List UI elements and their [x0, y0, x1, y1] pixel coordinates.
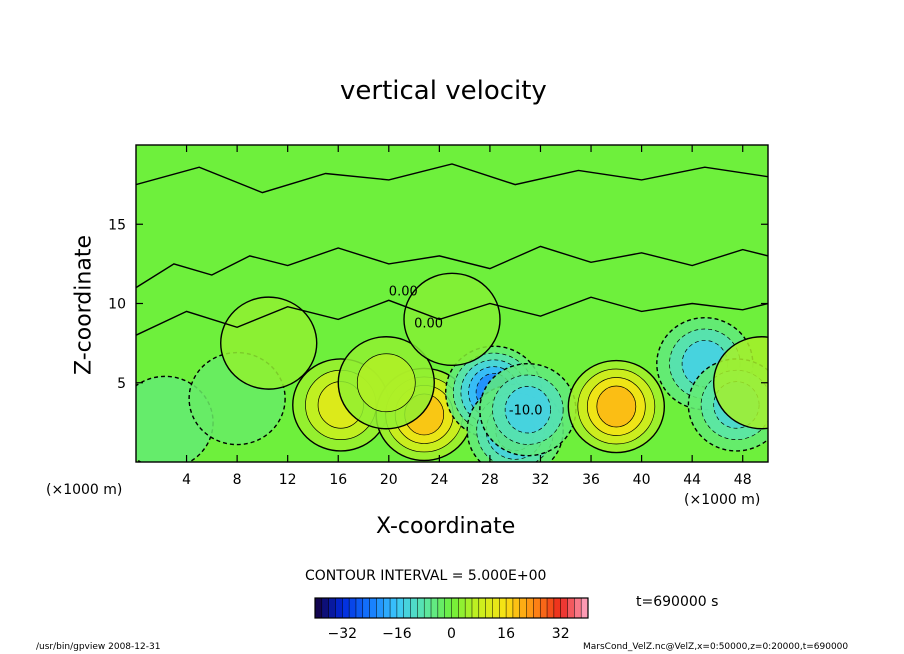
colorbar-cell — [355, 598, 364, 618]
contour-cell-7 — [504, 386, 551, 434]
contour-cell-13 — [403, 272, 501, 367]
y-tick-label: 10 — [108, 297, 126, 313]
colorbar-cell — [390, 598, 398, 618]
colorbar-cell — [581, 598, 589, 618]
zero-contour-1 — [136, 296, 768, 336]
colorbar-cell — [471, 598, 480, 618]
colorbar-cell — [349, 598, 357, 618]
colorbar-cell — [506, 598, 514, 618]
y-tick-label: 5 — [117, 376, 126, 392]
colorbar-cell — [410, 598, 418, 618]
x-tick-label: 32 — [532, 472, 550, 488]
contour-cell-4 — [356, 353, 416, 413]
contour-label-0: 0.00 — [389, 285, 418, 300]
footer-right: MarsCond_VelZ.nc@VelZ,x=0:50000,z=0:2000… — [583, 642, 849, 652]
colorbar-cell — [342, 598, 350, 618]
colorbar-cell — [335, 598, 343, 618]
colorbar-cell — [499, 598, 507, 618]
colorbar-tick-label: 16 — [497, 626, 515, 642]
x-tick-label: 4 — [182, 472, 191, 488]
x-tick-label: 36 — [582, 472, 600, 488]
y-tick-label: 15 — [108, 217, 126, 233]
time-label: t=690000 s — [636, 594, 719, 610]
colorbar-cell — [478, 598, 487, 618]
x-axis-title: X-coordinate — [376, 514, 516, 539]
x-tick-label: 24 — [430, 472, 448, 488]
x-tick-label: 28 — [481, 472, 499, 488]
contour-cell-11 — [712, 336, 768, 430]
colorbar-cell — [444, 598, 452, 618]
x-tick-label: 44 — [683, 472, 701, 488]
x-tick-label: 8 — [233, 472, 242, 488]
colorbar-cell — [376, 598, 384, 618]
x-tick-label: 12 — [279, 472, 297, 488]
colorbar-cell — [403, 598, 411, 618]
x-tick-label: 48 — [734, 472, 752, 488]
colorbar-tick-label: −32 — [328, 626, 358, 642]
x-tick-label: 16 — [329, 472, 347, 488]
x-axis-unit: (×1000 m) — [684, 492, 761, 508]
y-axis-unit: (×1000 m) — [46, 482, 123, 498]
colorbar-tick-label: 0 — [447, 626, 456, 642]
colorbar-cell — [526, 598, 534, 618]
colorbar-cell — [519, 598, 527, 618]
zero-contour-2 — [136, 163, 768, 194]
colorbar-cell — [512, 598, 521, 618]
colorbar-cell — [396, 598, 405, 618]
plot-area: 0.00 0.00 -10.0 — [136, 145, 768, 462]
colorbar-cell — [424, 598, 432, 618]
chart-title: vertical velocity — [340, 76, 547, 106]
colorbar-cell — [567, 598, 575, 618]
contour-cell-8 — [596, 385, 637, 428]
colorbar-cell — [540, 598, 548, 618]
colorbar-cell — [533, 598, 541, 618]
colorbar-cell — [315, 598, 323, 618]
colorbar-cell — [362, 598, 370, 618]
colorbar-cell — [485, 598, 493, 618]
colorbar-cell — [458, 598, 466, 618]
x-tick-label: 20 — [380, 472, 398, 488]
colorbar-cell — [451, 598, 459, 618]
y-axis-title: Z-coordinate — [71, 235, 97, 375]
colorbar-cell — [492, 598, 500, 618]
colorbar-frame — [314, 597, 589, 619]
colorbar-tick-label: 32 — [552, 626, 570, 642]
contour-label-1: 0.00 — [414, 316, 443, 331]
contour-label-2: -10.0 — [509, 403, 543, 418]
colorbar-cell — [417, 598, 425, 618]
colorbar-cell — [560, 598, 568, 618]
colorbar-cell — [574, 598, 582, 618]
colorbar-cell — [383, 598, 391, 618]
colorbar: −32 −16 0 16 32 — [314, 597, 589, 642]
colorbar-cell — [547, 598, 555, 618]
colorbar-cell — [328, 598, 336, 618]
contour-interval-label: CONTOUR INTERVAL = 5.000E+00 — [305, 568, 547, 584]
colorbar-cell — [465, 598, 473, 618]
colorbar-cell — [431, 598, 439, 618]
colorbar-cell — [553, 598, 562, 618]
contour-cell-12 — [220, 296, 318, 390]
field-layer: 0.00 0.00 -10.0 — [136, 145, 768, 462]
colorbar-cell — [321, 598, 330, 618]
colorbar-cell — [369, 598, 377, 618]
footer-left: /usr/bin/gpview 2008-12-31 — [36, 642, 161, 652]
colorbar-cell — [437, 598, 446, 618]
zero-contour-0 — [136, 245, 768, 289]
colorbar-tick-label: −16 — [382, 626, 412, 642]
x-tick-label: 40 — [633, 472, 651, 488]
